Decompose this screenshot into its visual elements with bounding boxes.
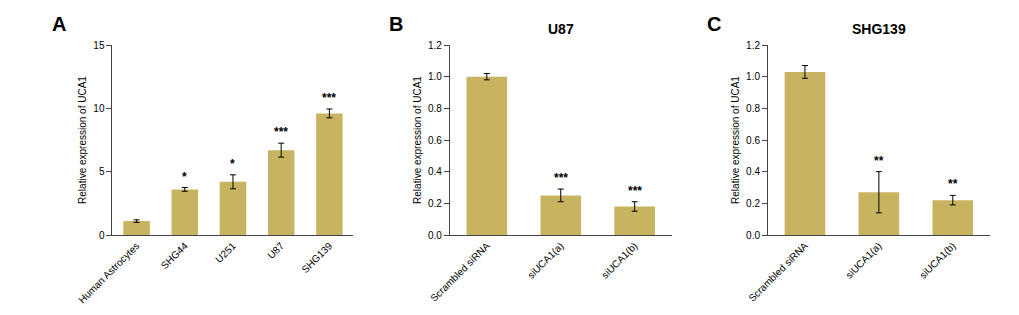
svg-text:0.6: 0.6 <box>746 135 760 146</box>
svg-text:0.8: 0.8 <box>746 103 760 114</box>
svg-text:0.8: 0.8 <box>428 103 442 114</box>
svg-text:SHG139: SHG139 <box>852 21 906 37</box>
svg-text:Human Astrocytes: Human Astrocytes <box>76 240 141 305</box>
svg-text:*: * <box>230 157 235 171</box>
svg-text:***: *** <box>274 125 288 139</box>
svg-text:0.4: 0.4 <box>428 166 442 177</box>
svg-text:0.4: 0.4 <box>746 166 760 177</box>
svg-text:C: C <box>707 13 721 35</box>
svg-text:*: * <box>182 170 187 184</box>
svg-text:SHG139: SHG139 <box>299 240 334 275</box>
svg-text:B: B <box>389 13 403 35</box>
svg-text:**: ** <box>874 154 884 168</box>
svg-text:0: 0 <box>99 230 105 241</box>
svg-text:Relative expression of UCA1: Relative expression of UCA1 <box>730 76 741 204</box>
svg-text:1.2: 1.2 <box>428 40 442 51</box>
svg-text:***: *** <box>322 91 336 105</box>
svg-text:***: *** <box>554 171 568 185</box>
svg-text:siUCA1(b): siUCA1(b) <box>917 240 957 280</box>
svg-text:SHG44: SHG44 <box>159 240 190 271</box>
svg-text:U87: U87 <box>265 240 286 261</box>
svg-text:1.0: 1.0 <box>746 71 760 82</box>
svg-text:0.2: 0.2 <box>428 198 442 209</box>
svg-text:siUCA1(b): siUCA1(b) <box>599 240 639 280</box>
svg-text:Relative expression of UCA1: Relative expression of UCA1 <box>77 76 88 204</box>
svg-text:1.0: 1.0 <box>428 71 442 82</box>
svg-text:0.6: 0.6 <box>428 135 442 146</box>
svg-text:siUCA1(a): siUCA1(a) <box>843 240 883 280</box>
svg-text:0.0: 0.0 <box>746 230 760 241</box>
svg-text:5: 5 <box>99 166 105 177</box>
svg-text:0.2: 0.2 <box>746 198 760 209</box>
svg-text:**: ** <box>948 177 958 191</box>
svg-text:***: *** <box>628 184 642 198</box>
svg-text:Scrambled siRNA: Scrambled siRNA <box>746 240 810 304</box>
svg-text:Relative expression of UCA1: Relative expression of UCA1 <box>412 76 423 204</box>
svg-text:Scrambled siRNA: Scrambled siRNA <box>428 240 492 304</box>
svg-text:A: A <box>52 13 66 35</box>
svg-text:15: 15 <box>93 40 105 51</box>
svg-text:U251: U251 <box>213 240 238 265</box>
svg-text:U87: U87 <box>548 21 574 37</box>
svg-text:siUCA1(a): siUCA1(a) <box>525 240 565 280</box>
svg-text:0.0: 0.0 <box>428 230 442 241</box>
svg-text:1.2: 1.2 <box>746 40 760 51</box>
svg-text:10: 10 <box>93 103 105 114</box>
